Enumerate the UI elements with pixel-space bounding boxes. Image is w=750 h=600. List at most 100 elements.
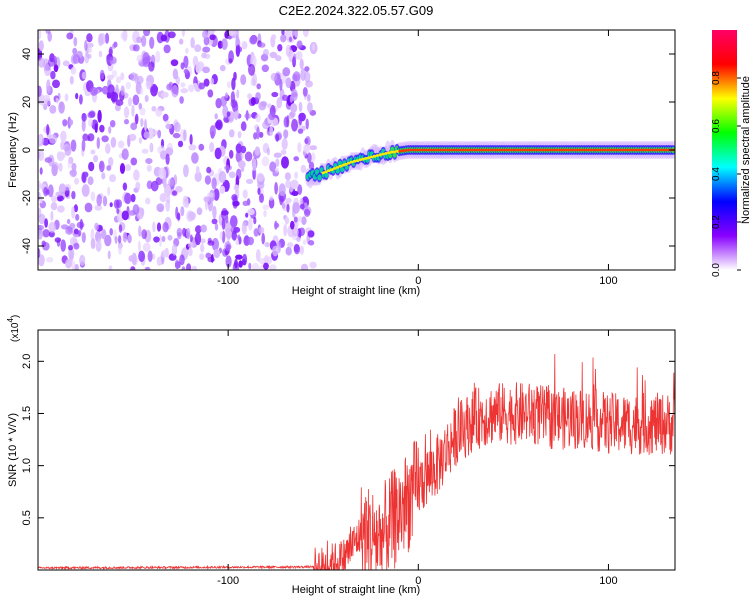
noise-blob: [136, 36, 143, 43]
noise-blob: [252, 158, 257, 172]
noise-blob: [179, 38, 184, 45]
noise-blob: [65, 258, 73, 269]
signal-core: [632, 148, 636, 152]
noise-blob: [226, 231, 230, 243]
noise-blob: [81, 112, 87, 122]
signal-core: [375, 154, 380, 157]
noise-blob: [245, 178, 254, 184]
noise-blob: [305, 118, 309, 130]
noise-blob: [231, 77, 236, 91]
noise-blob: [113, 41, 118, 48]
noise-blob: [145, 80, 152, 90]
noise-blob: [211, 237, 219, 251]
noise-blob: [287, 242, 294, 248]
noise-blob: [200, 224, 207, 233]
noise-blob: [162, 222, 169, 233]
signal-core: [561, 148, 565, 152]
noise-blob: [250, 97, 256, 106]
noise-blob: [171, 84, 179, 98]
noise-blob: [55, 97, 60, 104]
noise-blob: [90, 191, 96, 202]
noise-blob: [81, 172, 86, 183]
noise-blob: [226, 111, 231, 117]
signal-core: [409, 148, 414, 152]
heatmap-x-tick-label: 0: [415, 275, 421, 287]
signal-core: [407, 148, 411, 152]
noise-blob: [235, 254, 243, 260]
noise-blob: [208, 30, 216, 34]
snr-y-tick-label: 2.0: [21, 354, 33, 369]
noise-blob: [123, 106, 130, 119]
noise-blob: [145, 197, 151, 205]
noise-blob: [66, 32, 74, 40]
noise-blob: [214, 223, 219, 231]
noise-blob: [189, 234, 193, 243]
noise-blob: [232, 101, 239, 113]
noise-blob: [231, 230, 237, 241]
noise-blob: [183, 68, 189, 74]
noise-blob: [203, 78, 210, 87]
noise-blob: [157, 129, 162, 139]
noise-blob: [57, 205, 65, 213]
noise-blob: [255, 249, 261, 262]
noise-blob: [286, 203, 290, 213]
noise-blob: [171, 244, 178, 256]
noise-blob: [97, 109, 102, 123]
signal-core: [472, 148, 477, 152]
noise-blob: [293, 216, 298, 223]
noise-blob: [47, 57, 56, 67]
noise-blob: [159, 193, 167, 203]
noise-blob: [180, 88, 189, 94]
noise-blob: [124, 119, 129, 125]
signal-core: [469, 148, 474, 152]
noise-blob: [266, 256, 273, 265]
noise-blob: [290, 179, 299, 190]
noise-blob: [128, 133, 137, 142]
noise-blob: [198, 82, 206, 90]
noise-blob: [156, 222, 162, 232]
signal-core: [552, 148, 557, 152]
snr-x-tick-label: 100: [599, 575, 617, 587]
noise-blob: [51, 161, 59, 172]
signal-core: [327, 169, 331, 173]
noise-blob: [58, 162, 63, 172]
noise-blob: [221, 218, 226, 230]
noise-blob: [73, 228, 79, 235]
signal-core: [600, 148, 605, 152]
noise-blob: [60, 141, 65, 151]
noise-blob: [60, 239, 66, 252]
noise-blob: [108, 46, 113, 57]
noise-blob: [101, 229, 107, 240]
noise-blob: [38, 40, 44, 52]
noise-blob: [296, 236, 301, 242]
noise-blob: [139, 107, 146, 116]
noise-blob: [110, 137, 117, 148]
noise-blob: [254, 146, 261, 156]
noise-blob: [44, 98, 51, 107]
noise-blob: [138, 225, 142, 237]
signal-core: [546, 148, 551, 152]
signal-core: [581, 148, 585, 152]
signal-core: [492, 148, 497, 152]
colorbar-tick-label: 0.2: [711, 215, 722, 229]
noise-blob: [294, 30, 299, 38]
noise-blob: [114, 236, 118, 244]
noise-blob: [77, 229, 82, 237]
signal-core: [592, 148, 596, 152]
signal-core: [438, 148, 443, 152]
noise-blob: [45, 30, 51, 34]
noise-blob: [64, 93, 69, 102]
noise-blob: [196, 207, 203, 216]
noise-blob: [291, 89, 298, 102]
noise-blob: [160, 249, 168, 258]
noise-blob: [292, 202, 300, 214]
signal-core: [421, 148, 425, 152]
noise-blob: [258, 226, 265, 234]
noise-blob: [242, 200, 249, 206]
noise-blob: [225, 164, 230, 174]
noise-blob: [237, 234, 241, 240]
noise-blob: [53, 64, 59, 73]
noise-blob: [305, 136, 311, 147]
noise-blob: [229, 129, 235, 138]
noise-blob: [137, 240, 141, 253]
